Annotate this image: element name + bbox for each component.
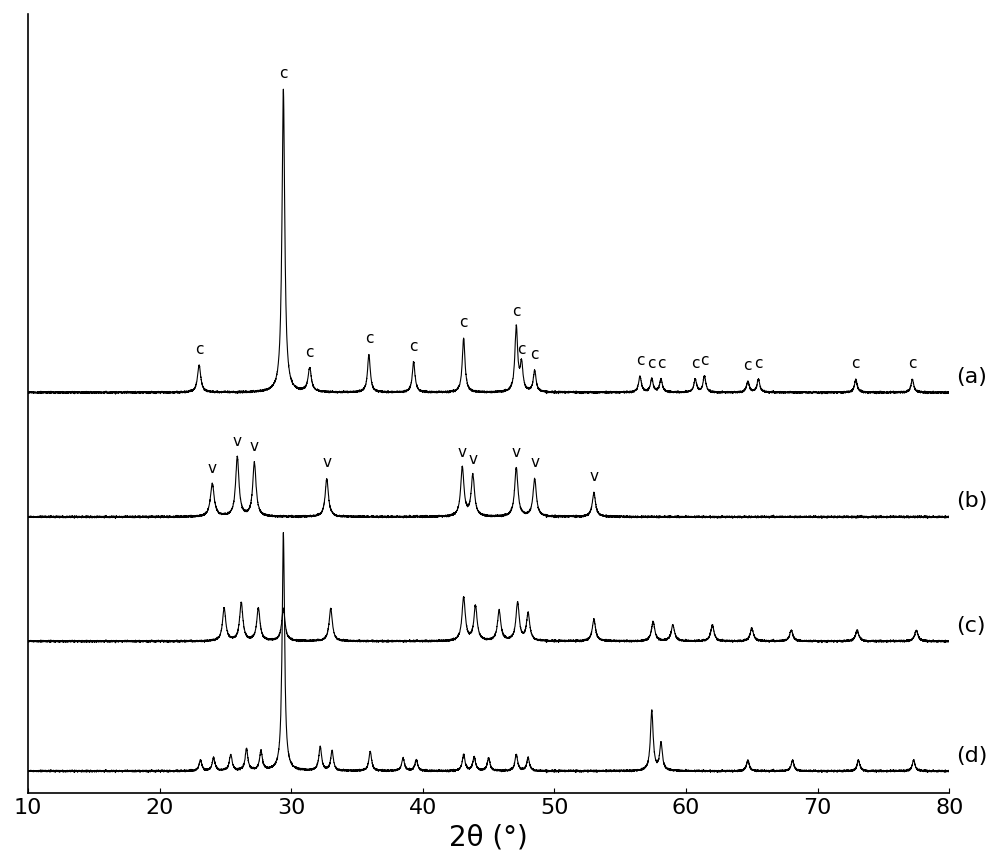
Text: c: c — [459, 315, 468, 330]
Text: c: c — [279, 66, 288, 81]
Text: c: c — [744, 358, 752, 373]
X-axis label: 2θ (°): 2θ (°) — [449, 823, 528, 851]
Text: v: v — [512, 445, 521, 459]
Text: c: c — [409, 338, 418, 354]
Text: c: c — [195, 342, 203, 356]
Text: c: c — [648, 356, 656, 371]
Text: c: c — [700, 353, 709, 368]
Text: c: c — [517, 342, 526, 356]
Text: c: c — [365, 331, 373, 346]
Text: c: c — [691, 356, 699, 371]
Text: (d): (d) — [956, 746, 987, 766]
Text: (a): (a) — [956, 367, 987, 387]
Text: v: v — [250, 439, 259, 454]
Text: c: c — [852, 356, 860, 371]
Text: v: v — [458, 445, 467, 459]
Text: c: c — [636, 353, 644, 368]
Text: c: c — [530, 347, 539, 362]
Text: c: c — [754, 356, 763, 371]
Text: (c): (c) — [956, 616, 985, 636]
Text: v: v — [530, 455, 539, 471]
Text: c: c — [908, 356, 917, 371]
Text: c: c — [305, 345, 314, 360]
Text: c: c — [657, 356, 665, 371]
Text: v: v — [589, 470, 598, 484]
Text: c: c — [512, 304, 521, 319]
Text: (b): (b) — [956, 491, 987, 511]
Text: v: v — [468, 452, 477, 467]
Text: v: v — [208, 461, 217, 476]
Text: v: v — [322, 455, 331, 471]
Text: v: v — [233, 433, 242, 449]
